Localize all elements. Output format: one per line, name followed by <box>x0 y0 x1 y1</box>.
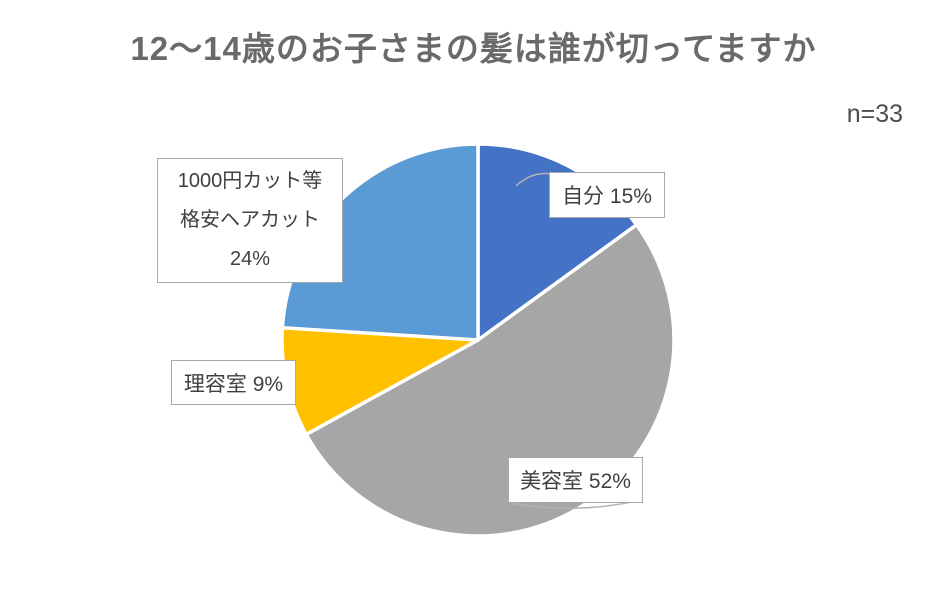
data-label-biyoushitsu-text: 美容室 52% <box>520 470 631 493</box>
data-label-cheap-cut: 1000円カット等 格安ヘアカット 24% <box>157 158 343 283</box>
data-label-cheap-cut-line1: 1000円カット等 <box>177 170 323 192</box>
data-label-jibun-text: 自分 15% <box>562 185 652 208</box>
data-label-biyoushitsu: 美容室 52% <box>508 457 643 503</box>
data-label-jibun: 自分 15% <box>549 172 665 218</box>
data-label-cheap-cut-line2: 格安ヘアカット <box>180 209 320 231</box>
data-label-riyoushitsu-text: 理容室 9% <box>183 372 284 396</box>
sample-size-label: n=33 <box>846 100 903 128</box>
data-label-riyoushitsu: 理容室 9% <box>171 360 296 405</box>
data-label-cheap-cut-line3: 24% <box>229 248 271 270</box>
chart-title: 12～14歳のお子さまの髪は誰が切ってますか <box>130 30 817 67</box>
pie-slice-cheap-cut <box>280 142 480 342</box>
